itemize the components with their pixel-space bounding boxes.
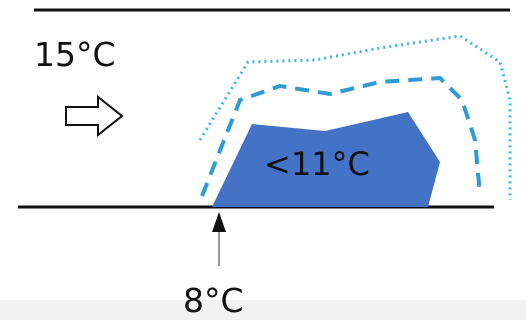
inflow-temperature-label: 15°C (34, 35, 116, 74)
arrow-right-outline-icon (65, 94, 124, 138)
outer-isotherm (198, 34, 512, 200)
inner-isotherm (200, 75, 482, 197)
zone-temperature-label: <11°C (264, 145, 370, 183)
arrow-up-icon (212, 212, 226, 232)
footer-strip (0, 300, 526, 320)
source-temperature-label: 8°C (183, 281, 244, 320)
cold-zone (212, 112, 440, 207)
